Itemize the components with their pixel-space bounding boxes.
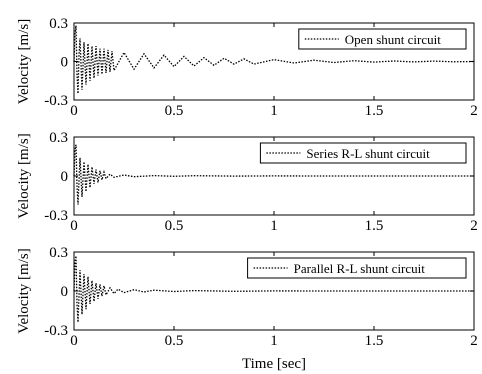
y-axis-label: Velocity [m/s] bbox=[16, 19, 32, 104]
y-axis-label: Velocity [m/s] bbox=[16, 248, 32, 333]
y-tick-label: 0.3 bbox=[49, 130, 68, 146]
legend-label: Series R-L shunt circuit bbox=[306, 146, 430, 161]
y-tick-label: 0 bbox=[61, 55, 69, 71]
x-tick-label: 0 bbox=[70, 218, 78, 234]
x-tick-label: 2 bbox=[470, 333, 478, 349]
x-tick-label: 1.5 bbox=[365, 333, 384, 349]
x-tick-label: 2 bbox=[470, 218, 478, 234]
x-tick-label: 1.5 bbox=[365, 103, 384, 119]
series-line bbox=[73, 144, 474, 205]
legend-box bbox=[259, 142, 467, 164]
y-tick-label: 0 bbox=[61, 169, 69, 185]
legend-label: Open shunt circuit bbox=[345, 32, 441, 47]
x-axis-label: Time [sec] bbox=[242, 356, 306, 372]
x-tick-label: 1 bbox=[270, 218, 278, 234]
x-tick-label: 0.5 bbox=[165, 333, 184, 349]
legend-box bbox=[298, 28, 467, 50]
x-tick-label: 0.5 bbox=[165, 218, 184, 234]
x-tick-label: 2 bbox=[470, 103, 478, 119]
x-tick-label: 0 bbox=[70, 333, 78, 349]
legend-label: Parallel R-L shunt circuit bbox=[294, 261, 426, 276]
y-axis-label: Velocity [m/s] bbox=[16, 133, 32, 218]
y-tick-label: 0 bbox=[61, 284, 69, 300]
x-tick-label: 1 bbox=[270, 333, 278, 349]
y-tick-label: 0.3 bbox=[49, 245, 68, 261]
y-tick-label: -0.3 bbox=[44, 93, 68, 109]
x-tick-label: 0 bbox=[70, 103, 78, 119]
y-tick-label: -0.3 bbox=[44, 323, 68, 339]
x-tick-label: 0.5 bbox=[165, 103, 184, 119]
x-tick-label: 1 bbox=[270, 103, 278, 119]
series-line bbox=[73, 255, 474, 323]
y-tick-label: 0.3 bbox=[49, 16, 68, 32]
x-tick-label: 1.5 bbox=[365, 218, 384, 234]
legend-box bbox=[247, 257, 467, 279]
y-tick-label: -0.3 bbox=[44, 208, 68, 224]
series-line bbox=[73, 25, 475, 94]
